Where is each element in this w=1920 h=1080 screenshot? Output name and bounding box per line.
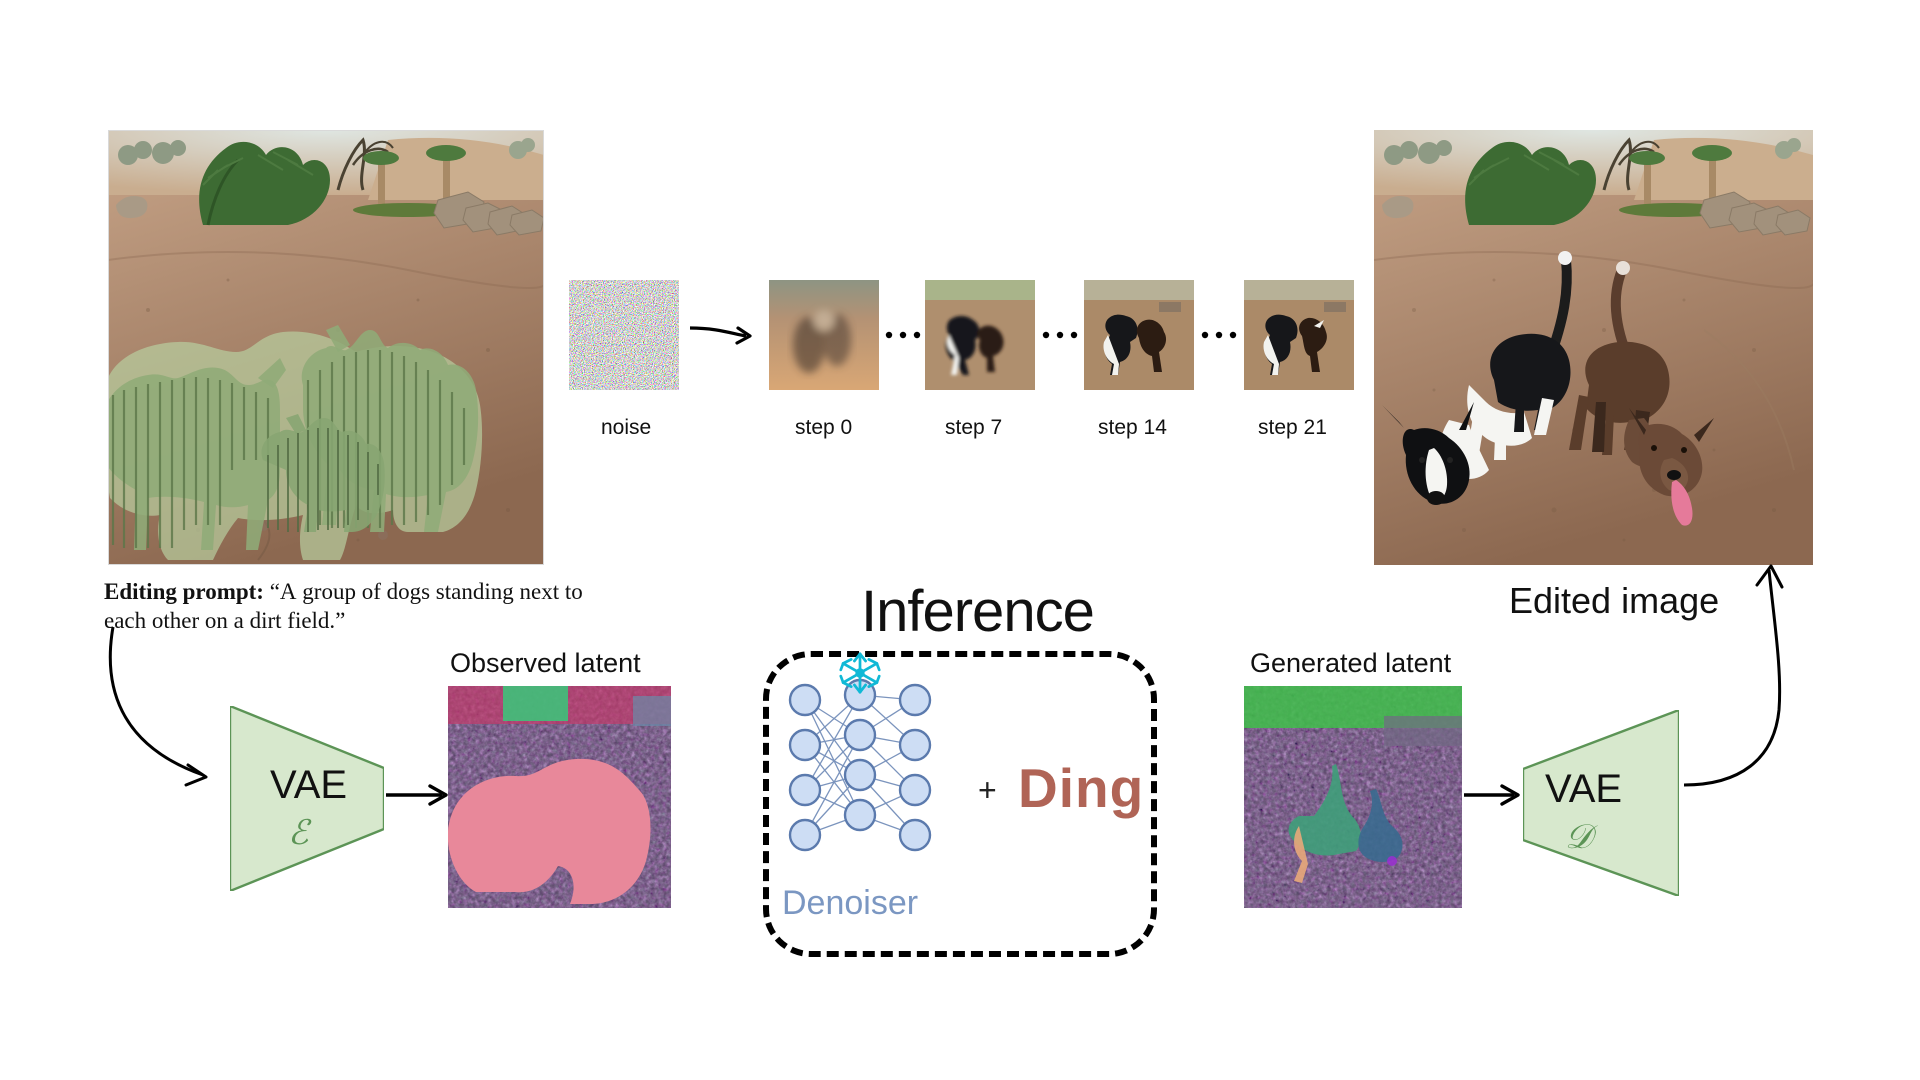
svg-text:VAE: VAE: [270, 763, 347, 807]
svg-text:ℰ: ℰ: [288, 815, 312, 852]
svg-text:VAE: VAE: [1545, 767, 1622, 811]
